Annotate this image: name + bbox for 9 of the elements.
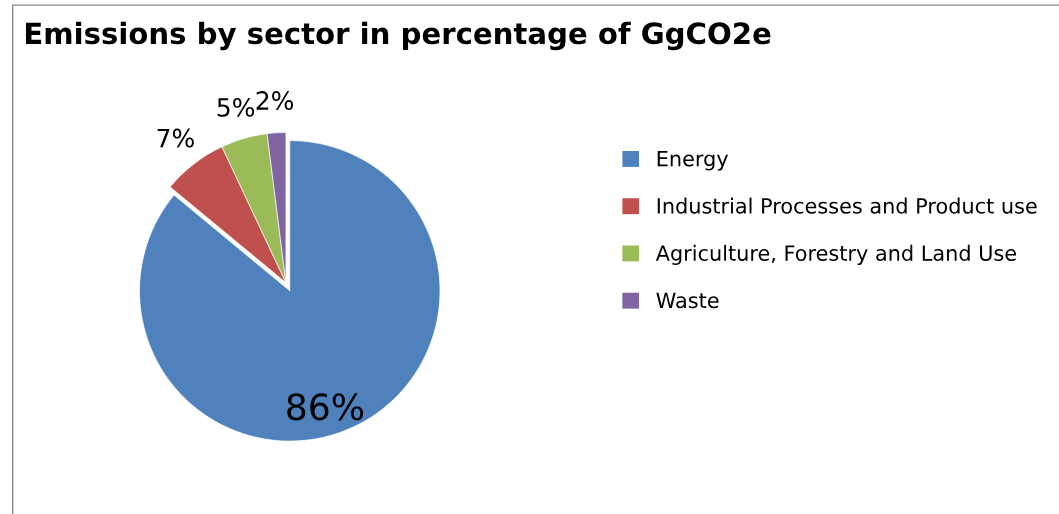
legend-label: Energy <box>657 150 729 171</box>
legend-label: Waste <box>656 292 719 309</box>
data-label: 2% <box>256 91 294 111</box>
legend-label: Agriculture, Forestry and Land Use <box>655 244 1016 265</box>
data-label: 7% <box>157 128 194 148</box>
data-label: 86% <box>287 393 364 421</box>
chart-title: Emissions by sector in percentage of GgCO2e <box>25 21 771 51</box>
data-label: 5% <box>217 97 255 117</box>
legend-label: Industrial Processes and Product use <box>657 197 1037 214</box>
